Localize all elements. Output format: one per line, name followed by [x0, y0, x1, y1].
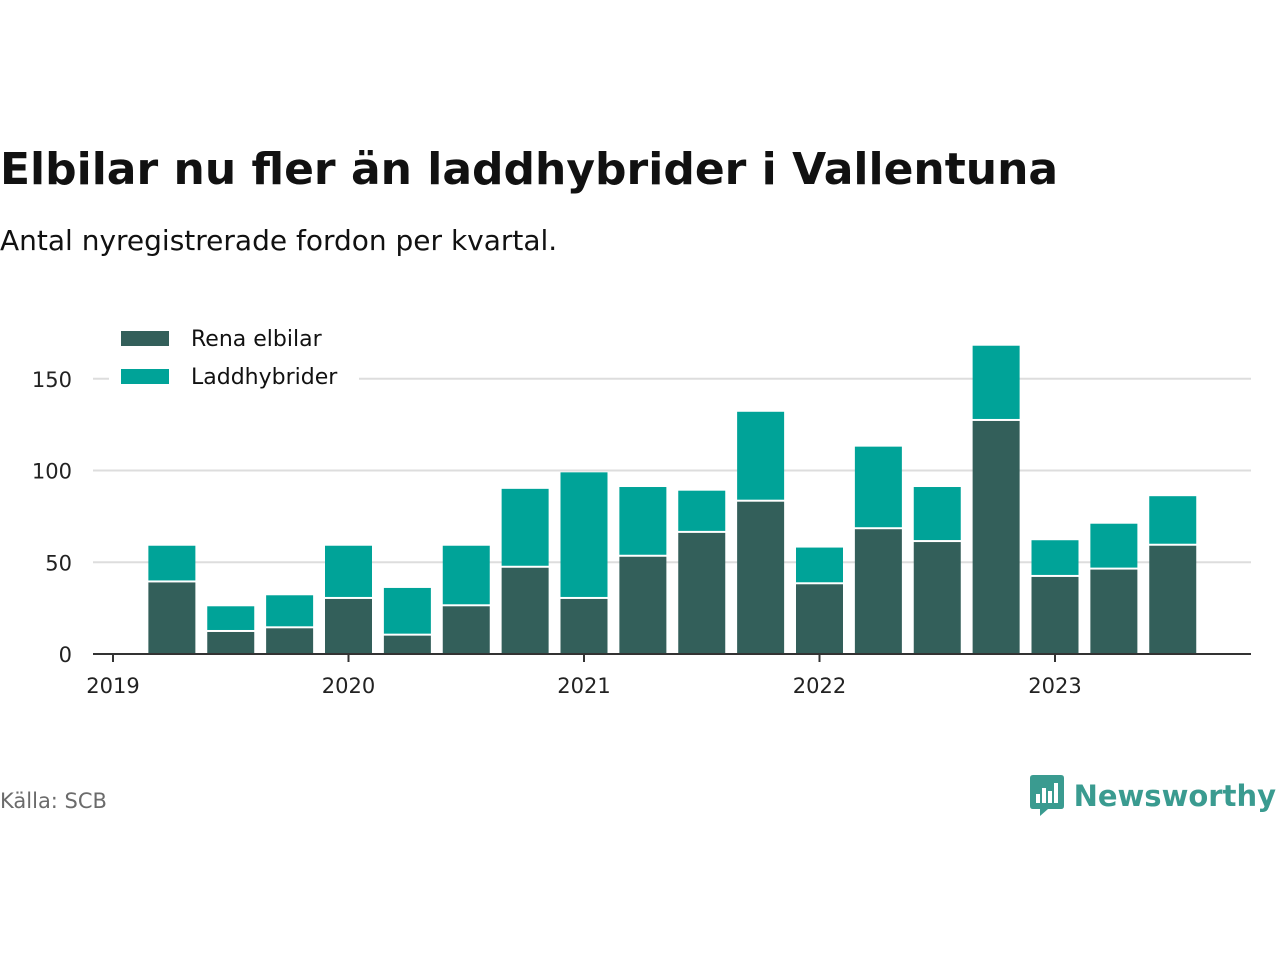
bar-rena-elbilar-2022-Q4 [972, 420, 1020, 654]
source-note: Källa: SCB [0, 789, 107, 813]
bar-laddhybrider-2021-Q1 [560, 472, 608, 597]
bar-rena-elbilar-2019-Q3 [207, 631, 255, 654]
bar-rena-elbilar-2021-Q2 [619, 556, 667, 654]
y-tick-label-0: 0 [59, 643, 72, 667]
y-tick-label-150: 150 [32, 368, 72, 392]
bar-rena-elbilar-2019-Q2 [148, 582, 196, 654]
x-tick-label-2019: 2019 [86, 674, 139, 698]
bar-rena-elbilar-2021-Q1 [560, 598, 608, 654]
bar-rena-elbilar-2023-Q2 [1090, 569, 1138, 654]
legend: Rena elbilar Laddhybrider [109, 318, 359, 400]
bars [148, 345, 1197, 654]
bar-laddhybrider-2023-Q1 [1031, 540, 1079, 575]
bar-rena-elbilar-2019-Q4 [266, 628, 314, 654]
bar-rena-elbilar-2020-Q3 [442, 606, 490, 654]
bar-laddhybrider-2022-Q3 [913, 487, 961, 541]
bar-laddhybrider-2021-Q2 [619, 487, 667, 555]
bar-laddhybrider-2020-Q3 [442, 545, 490, 605]
bar-laddhybrider-2019-Q3 [207, 606, 255, 630]
bar-laddhybrider-2021-Q4 [737, 411, 785, 500]
bar-laddhybrider-2022-Q4 [972, 345, 1020, 419]
chart-title: Elbilar nu fler än laddhybrider i Vallen… [0, 144, 1059, 195]
x-tick-label-2022: 2022 [793, 674, 846, 698]
bar-rena-elbilar-2020-Q2 [383, 635, 431, 654]
bar-laddhybrider-2019-Q2 [148, 545, 196, 581]
legend-swatch-1 [121, 369, 169, 384]
x-tick-label-2023: 2023 [1028, 674, 1081, 698]
bar-rena-elbilar-2022-Q1 [796, 584, 843, 654]
bar-laddhybrider-2022-Q2 [854, 446, 902, 528]
stacked-bar-chart: 0 50 100 150 2019 2020 2021 2022 2023 Rena elbil… [32, 318, 1251, 698]
brand-logo[interactable]: Newsworthy [1029, 774, 1276, 818]
x-tick-label-2021: 2021 [557, 674, 610, 698]
bar-laddhybrider-2021-Q3 [678, 490, 726, 531]
bar-rena-elbilar-2022-Q3 [913, 542, 961, 654]
bar-rena-elbilar-2023-Q3 [1149, 545, 1197, 654]
chart-subtitle: Antal nyregistrerade fordon per kvartal. [0, 224, 558, 257]
y-tick-label-50: 50 [45, 551, 72, 575]
legend-swatch-0 [121, 331, 169, 346]
legend-label-0: Rena elbilar [191, 327, 323, 352]
bar-laddhybrider-2022-Q1 [796, 547, 843, 583]
axes: 0 50 100 150 2019 2020 2021 2022 2023 [32, 368, 1251, 698]
x-tick-label-2020: 2020 [322, 674, 375, 698]
bar-laddhybrider-2020-Q1 [325, 545, 372, 597]
bar-laddhybrider-2020-Q2 [383, 587, 431, 634]
bar-laddhybrider-2020-Q4 [501, 488, 549, 566]
bar-rena-elbilar-2021-Q3 [678, 532, 726, 654]
bar-rena-elbilar-2021-Q4 [737, 501, 785, 654]
bar-rena-elbilar-2023-Q1 [1031, 576, 1079, 654]
bar-rena-elbilar-2020-Q1 [325, 598, 372, 654]
bar-rena-elbilar-2020-Q4 [501, 567, 549, 654]
bar-laddhybrider-2023-Q2 [1090, 523, 1138, 568]
grid-lines [93, 377, 1251, 564]
y-tick-label-100: 100 [32, 460, 72, 484]
newsworthy-logo-icon [1029, 775, 1064, 816]
bar-laddhybrider-2023-Q3 [1149, 496, 1197, 544]
bar-laddhybrider-2019-Q4 [266, 595, 314, 627]
bar-rena-elbilar-2022-Q2 [854, 529, 902, 654]
brand-name: Newsworthy [1073, 779, 1276, 813]
legend-label-1: Laddhybrider [191, 365, 338, 390]
